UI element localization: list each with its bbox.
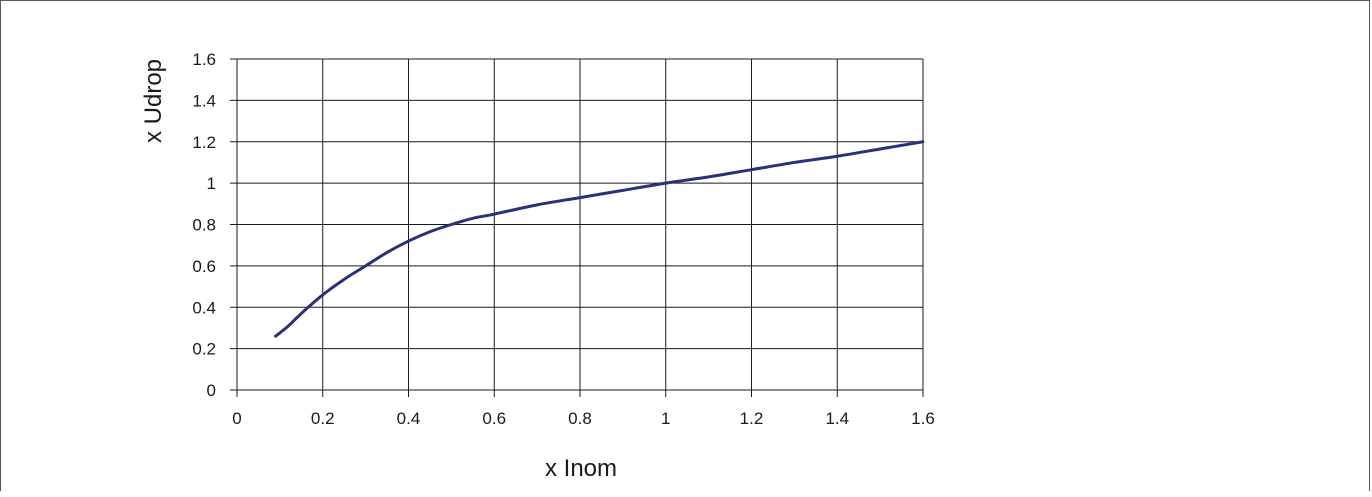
x-tick-label-6: 1.2 — [740, 409, 764, 428]
y-tick-label-1: 0.2 — [192, 340, 216, 359]
x-axis-title: x Inom — [545, 455, 617, 482]
x-tick-label-0: 0 — [232, 409, 241, 428]
y-tick-label-2: 0.4 — [192, 298, 216, 317]
grid — [237, 58, 924, 390]
y-tick-label-3: 0.6 — [192, 257, 216, 276]
x-tick-label-7: 1.4 — [825, 409, 849, 428]
y-axis-title: x Udrop — [140, 59, 167, 143]
y-tick-label-0: 0 — [207, 381, 216, 400]
y-tick-label-4: 0.8 — [192, 216, 216, 235]
x-tick-label-5: 1 — [661, 409, 670, 428]
x-tick-label-8: 1.6 — [911, 409, 935, 428]
x-tick-label-4: 0.8 — [568, 409, 592, 428]
axes — [230, 58, 924, 397]
series-line-0 — [274, 140, 925, 338]
y-tick-label-8: 1.6 — [192, 50, 216, 69]
y-tick-label-7: 1.4 — [192, 91, 216, 110]
x-tick-label-3: 0.6 — [482, 409, 506, 428]
y-tick-label-5: 1 — [207, 174, 216, 193]
series — [274, 140, 925, 338]
y-tick-label-6: 1.2 — [192, 133, 216, 152]
x-tick-label-1: 0.2 — [311, 409, 335, 428]
tick-labels: 0 0.2 0.4 0.6 0.8 1 1.2 1.4 1.6 0 0.2 0.4 0.6 0.8 1 1.2… — [192, 50, 934, 428]
x-tick-label-2: 0.4 — [397, 409, 421, 428]
